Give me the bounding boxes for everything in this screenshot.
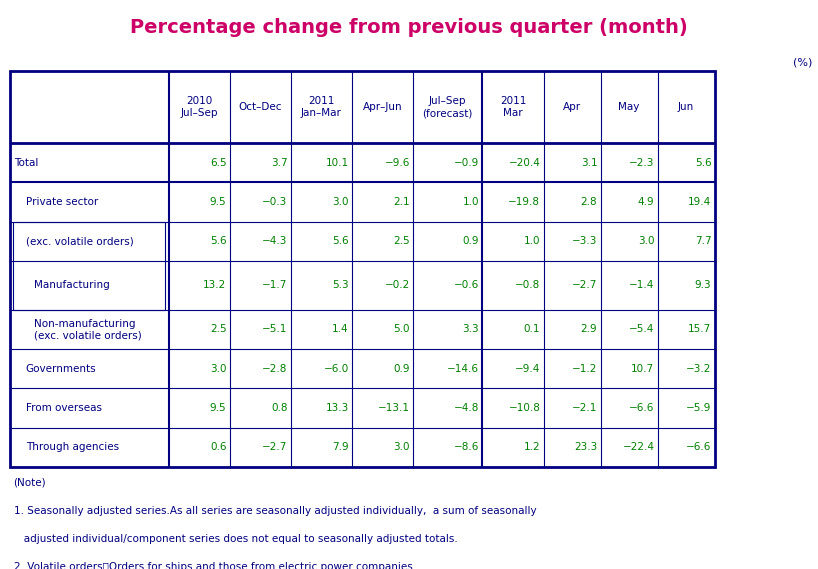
Text: 1.0: 1.0 bbox=[463, 197, 479, 207]
Text: −1.7: −1.7 bbox=[262, 281, 288, 290]
Text: −20.4: −20.4 bbox=[508, 158, 540, 168]
Text: −4.3: −4.3 bbox=[262, 236, 288, 246]
Text: −6.6: −6.6 bbox=[629, 403, 654, 413]
Text: 2. Volatile orders：Orders for ships and those from electric power companies.: 2. Volatile orders：Orders for ships and … bbox=[14, 562, 416, 569]
Text: 6.5: 6.5 bbox=[209, 158, 227, 168]
Text: 9.3: 9.3 bbox=[694, 281, 712, 290]
Text: May: May bbox=[618, 102, 640, 112]
Text: Total: Total bbox=[14, 158, 38, 168]
Text: 2010
Jul–Sep: 2010 Jul–Sep bbox=[180, 96, 218, 118]
Text: −6.0: −6.0 bbox=[323, 364, 348, 374]
Text: 10.1: 10.1 bbox=[326, 158, 348, 168]
Text: −3.3: −3.3 bbox=[572, 236, 597, 246]
Text: 23.3: 23.3 bbox=[574, 442, 597, 452]
Text: 0.1: 0.1 bbox=[524, 324, 540, 335]
Text: −2.7: −2.7 bbox=[572, 281, 597, 290]
Text: 13.3: 13.3 bbox=[326, 403, 348, 413]
Text: 2.1: 2.1 bbox=[393, 197, 410, 207]
Text: Oct–Dec: Oct–Dec bbox=[239, 102, 282, 112]
Text: −0.2: −0.2 bbox=[384, 281, 410, 290]
Text: adjusted individual/component series does not equal to seasonally adjusted total: adjusted individual/component series doe… bbox=[14, 534, 457, 544]
Text: −0.6: −0.6 bbox=[454, 281, 479, 290]
Text: −0.9: −0.9 bbox=[454, 158, 479, 168]
Text: −0.3: −0.3 bbox=[263, 197, 288, 207]
Text: −3.2: −3.2 bbox=[686, 364, 712, 374]
Text: −13.1: −13.1 bbox=[378, 403, 410, 413]
Text: −0.8: −0.8 bbox=[515, 281, 540, 290]
Text: 2.5: 2.5 bbox=[393, 236, 410, 246]
Text: −9.6: −9.6 bbox=[384, 158, 410, 168]
Text: −5.9: −5.9 bbox=[686, 403, 712, 413]
Text: 3.7: 3.7 bbox=[271, 158, 288, 168]
Text: (exc. volatile orders): (exc. volatile orders) bbox=[26, 236, 133, 246]
Text: 2.9: 2.9 bbox=[581, 324, 597, 335]
Text: 2011
Jan–Mar: 2011 Jan–Mar bbox=[301, 96, 342, 118]
Text: −8.6: −8.6 bbox=[454, 442, 479, 452]
Text: −19.8: −19.8 bbox=[508, 197, 540, 207]
Text: −1.4: −1.4 bbox=[629, 281, 654, 290]
Text: −6.6: −6.6 bbox=[686, 442, 712, 452]
Text: −4.8: −4.8 bbox=[454, 403, 479, 413]
Text: 2.8: 2.8 bbox=[581, 197, 597, 207]
Text: (%): (%) bbox=[793, 58, 812, 68]
Text: 0.9: 0.9 bbox=[393, 364, 410, 374]
Text: 1.0: 1.0 bbox=[524, 236, 540, 246]
Text: 3.0: 3.0 bbox=[210, 364, 227, 374]
Text: Manufacturing: Manufacturing bbox=[34, 281, 110, 290]
Text: 5.6: 5.6 bbox=[694, 158, 712, 168]
Text: −2.7: −2.7 bbox=[262, 442, 288, 452]
Text: 3.0: 3.0 bbox=[393, 442, 410, 452]
Text: −2.1: −2.1 bbox=[572, 403, 597, 413]
Text: 5.3: 5.3 bbox=[332, 281, 348, 290]
Text: 1.4: 1.4 bbox=[332, 324, 348, 335]
Text: From overseas: From overseas bbox=[26, 403, 102, 413]
Text: 0.6: 0.6 bbox=[210, 442, 227, 452]
Text: −22.4: −22.4 bbox=[622, 442, 654, 452]
Text: −5.4: −5.4 bbox=[629, 324, 654, 335]
Text: −2.3: −2.3 bbox=[629, 158, 654, 168]
Text: 7.7: 7.7 bbox=[694, 236, 712, 246]
Text: 0.8: 0.8 bbox=[271, 403, 288, 413]
Text: 3.0: 3.0 bbox=[332, 197, 348, 207]
Text: Percentage change from previous quarter (month): Percentage change from previous quarter … bbox=[130, 18, 688, 36]
Text: Apr–Jun: Apr–Jun bbox=[362, 102, 402, 112]
Text: 1.2: 1.2 bbox=[524, 442, 540, 452]
Text: 3.0: 3.0 bbox=[638, 236, 654, 246]
Text: 4.9: 4.9 bbox=[638, 197, 654, 207]
Text: 1. Seasonally adjusted series.As all series are seasonally adjusted individually: 1. Seasonally adjusted series.As all ser… bbox=[14, 506, 537, 516]
Text: −14.6: −14.6 bbox=[447, 364, 479, 374]
Text: Private sector: Private sector bbox=[26, 197, 98, 207]
Text: Jul–Sep
(forecast): Jul–Sep (forecast) bbox=[423, 96, 473, 118]
Text: 19.4: 19.4 bbox=[688, 197, 712, 207]
Text: 3.3: 3.3 bbox=[462, 324, 479, 335]
Text: 5.0: 5.0 bbox=[393, 324, 410, 335]
Text: (Note): (Note) bbox=[14, 478, 47, 488]
Text: Non-manufacturing
(exc. volatile orders): Non-manufacturing (exc. volatile orders) bbox=[34, 319, 142, 340]
Text: Governments: Governments bbox=[26, 364, 97, 374]
Text: −10.8: −10.8 bbox=[508, 403, 540, 413]
Text: 2011
Mar: 2011 Mar bbox=[500, 96, 526, 118]
Text: 5.6: 5.6 bbox=[209, 236, 227, 246]
Text: Jun: Jun bbox=[678, 102, 694, 112]
Text: 3.1: 3.1 bbox=[581, 158, 597, 168]
Text: 0.9: 0.9 bbox=[463, 236, 479, 246]
Text: Apr: Apr bbox=[563, 102, 581, 112]
Text: −5.1: −5.1 bbox=[262, 324, 288, 335]
Text: Through agencies: Through agencies bbox=[26, 442, 119, 452]
Text: 5.6: 5.6 bbox=[332, 236, 348, 246]
Text: 15.7: 15.7 bbox=[688, 324, 712, 335]
Text: 9.5: 9.5 bbox=[209, 403, 227, 413]
Text: −1.2: −1.2 bbox=[572, 364, 597, 374]
Text: 9.5: 9.5 bbox=[209, 197, 227, 207]
Text: −9.4: −9.4 bbox=[515, 364, 540, 374]
Text: 2.5: 2.5 bbox=[209, 324, 227, 335]
Text: 10.7: 10.7 bbox=[631, 364, 654, 374]
Text: 7.9: 7.9 bbox=[332, 442, 348, 452]
Text: −2.8: −2.8 bbox=[262, 364, 288, 374]
Text: 13.2: 13.2 bbox=[203, 281, 227, 290]
